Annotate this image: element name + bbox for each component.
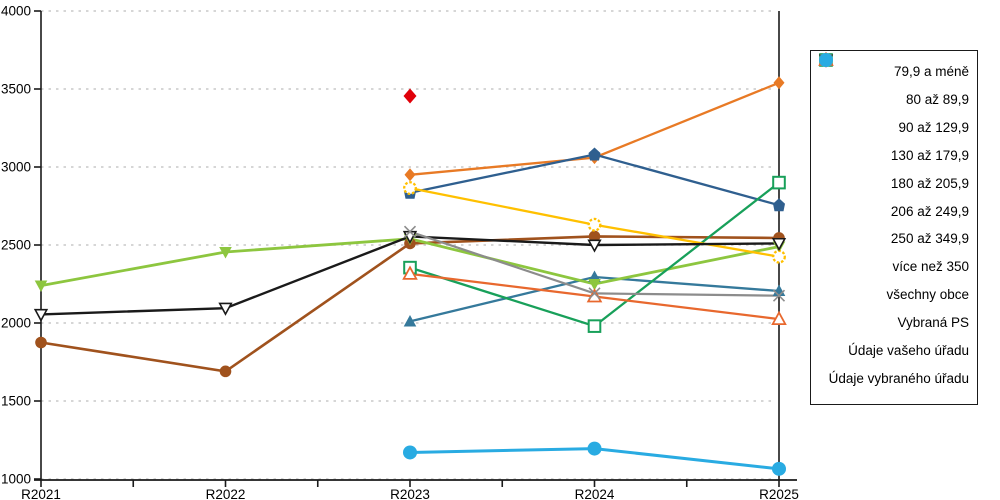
legend-label: 80 až 89,9 (905, 91, 969, 107)
line-80 až 89,9 (40, 235, 780, 373)
legend-label: všechny obce (886, 287, 969, 303)
legend-item-11: Údaje vybraného úřadu (817, 53, 969, 392)
line-206 až 249,9 (409, 181, 780, 328)
legend-item-9: Vybraná PS (817, 53, 969, 336)
y-tick-label: 3000 (1, 160, 31, 175)
legend-box: 79,9 a méně 80 až 89,9 90 až 129,9 130 až 1… (810, 50, 978, 405)
legend-label: 206 až 249,9 (890, 203, 969, 219)
legend-label: 250 až 349,9 (890, 231, 969, 247)
legend-item-3: 130 až 179,9 (817, 53, 969, 169)
markers-Údaje vybraného úřadu (403, 441, 786, 476)
y-tick-label: 2500 (1, 238, 31, 253)
x-tick-label: R2025 (759, 487, 799, 500)
legend-item-6: 250 až 349,9 (817, 53, 969, 252)
legend-label: 79,9 a méně (893, 64, 969, 79)
markers-80 až 89,9 (35, 230, 785, 378)
legend-label: 130 až 179,9 (890, 147, 969, 163)
series-markers (33, 76, 787, 476)
legend-item-7: více než 350 (817, 51, 969, 280)
legend-item-8: všechny obce (817, 54, 969, 308)
markers-Údaje vašeho úřadu (403, 88, 417, 104)
legend-item-2: 90 až 129,9 (817, 53, 969, 141)
x-tick-label: R2022 (206, 487, 246, 500)
legend-item-5: 206 až 249,9 (817, 53, 969, 225)
x-tick-label: R2024 (575, 487, 615, 500)
y-tick-label: 3500 (1, 82, 31, 97)
legend-item-0: 79,9 a méně (817, 53, 969, 85)
legend-label: 90 až 129,9 (898, 119, 969, 135)
y-tick-label: 4000 (1, 4, 31, 19)
markers-130 až 179,9 (404, 147, 785, 212)
markers-250 až 349,9 (403, 181, 786, 264)
markers-79,9 a méně (404, 76, 785, 182)
legend-item-10: Údaje vašeho úřadu (817, 52, 969, 364)
legend-item-4: 180 až 205,9 (817, 55, 969, 197)
x-tick-label: R2021 (21, 487, 61, 500)
axes: 1000 1500 2000 2500 3000 3500 4000 R2021 R2022 R2… (1, 4, 799, 500)
legend-item-1: 80 až 89,9 (817, 54, 969, 113)
legend-label: Údaje vybraného úřadu (828, 370, 969, 386)
legend-marker-circle-large-icon (819, 53, 833, 67)
legend-label: Vybraná PS (897, 315, 969, 331)
markers-Vybraná PS (403, 225, 786, 302)
y-tick-label: 1500 (1, 394, 31, 409)
markers-všechny obce (33, 230, 787, 323)
y-tick-label: 1000 (1, 472, 31, 487)
legend-label: 180 až 205,9 (890, 175, 969, 191)
x-tick-label: R2023 (390, 487, 430, 500)
y-tick-label: 2000 (1, 316, 31, 331)
legend-label: Údaje vašeho úřadu (848, 343, 969, 359)
legend-label: více než 350 (892, 259, 969, 275)
